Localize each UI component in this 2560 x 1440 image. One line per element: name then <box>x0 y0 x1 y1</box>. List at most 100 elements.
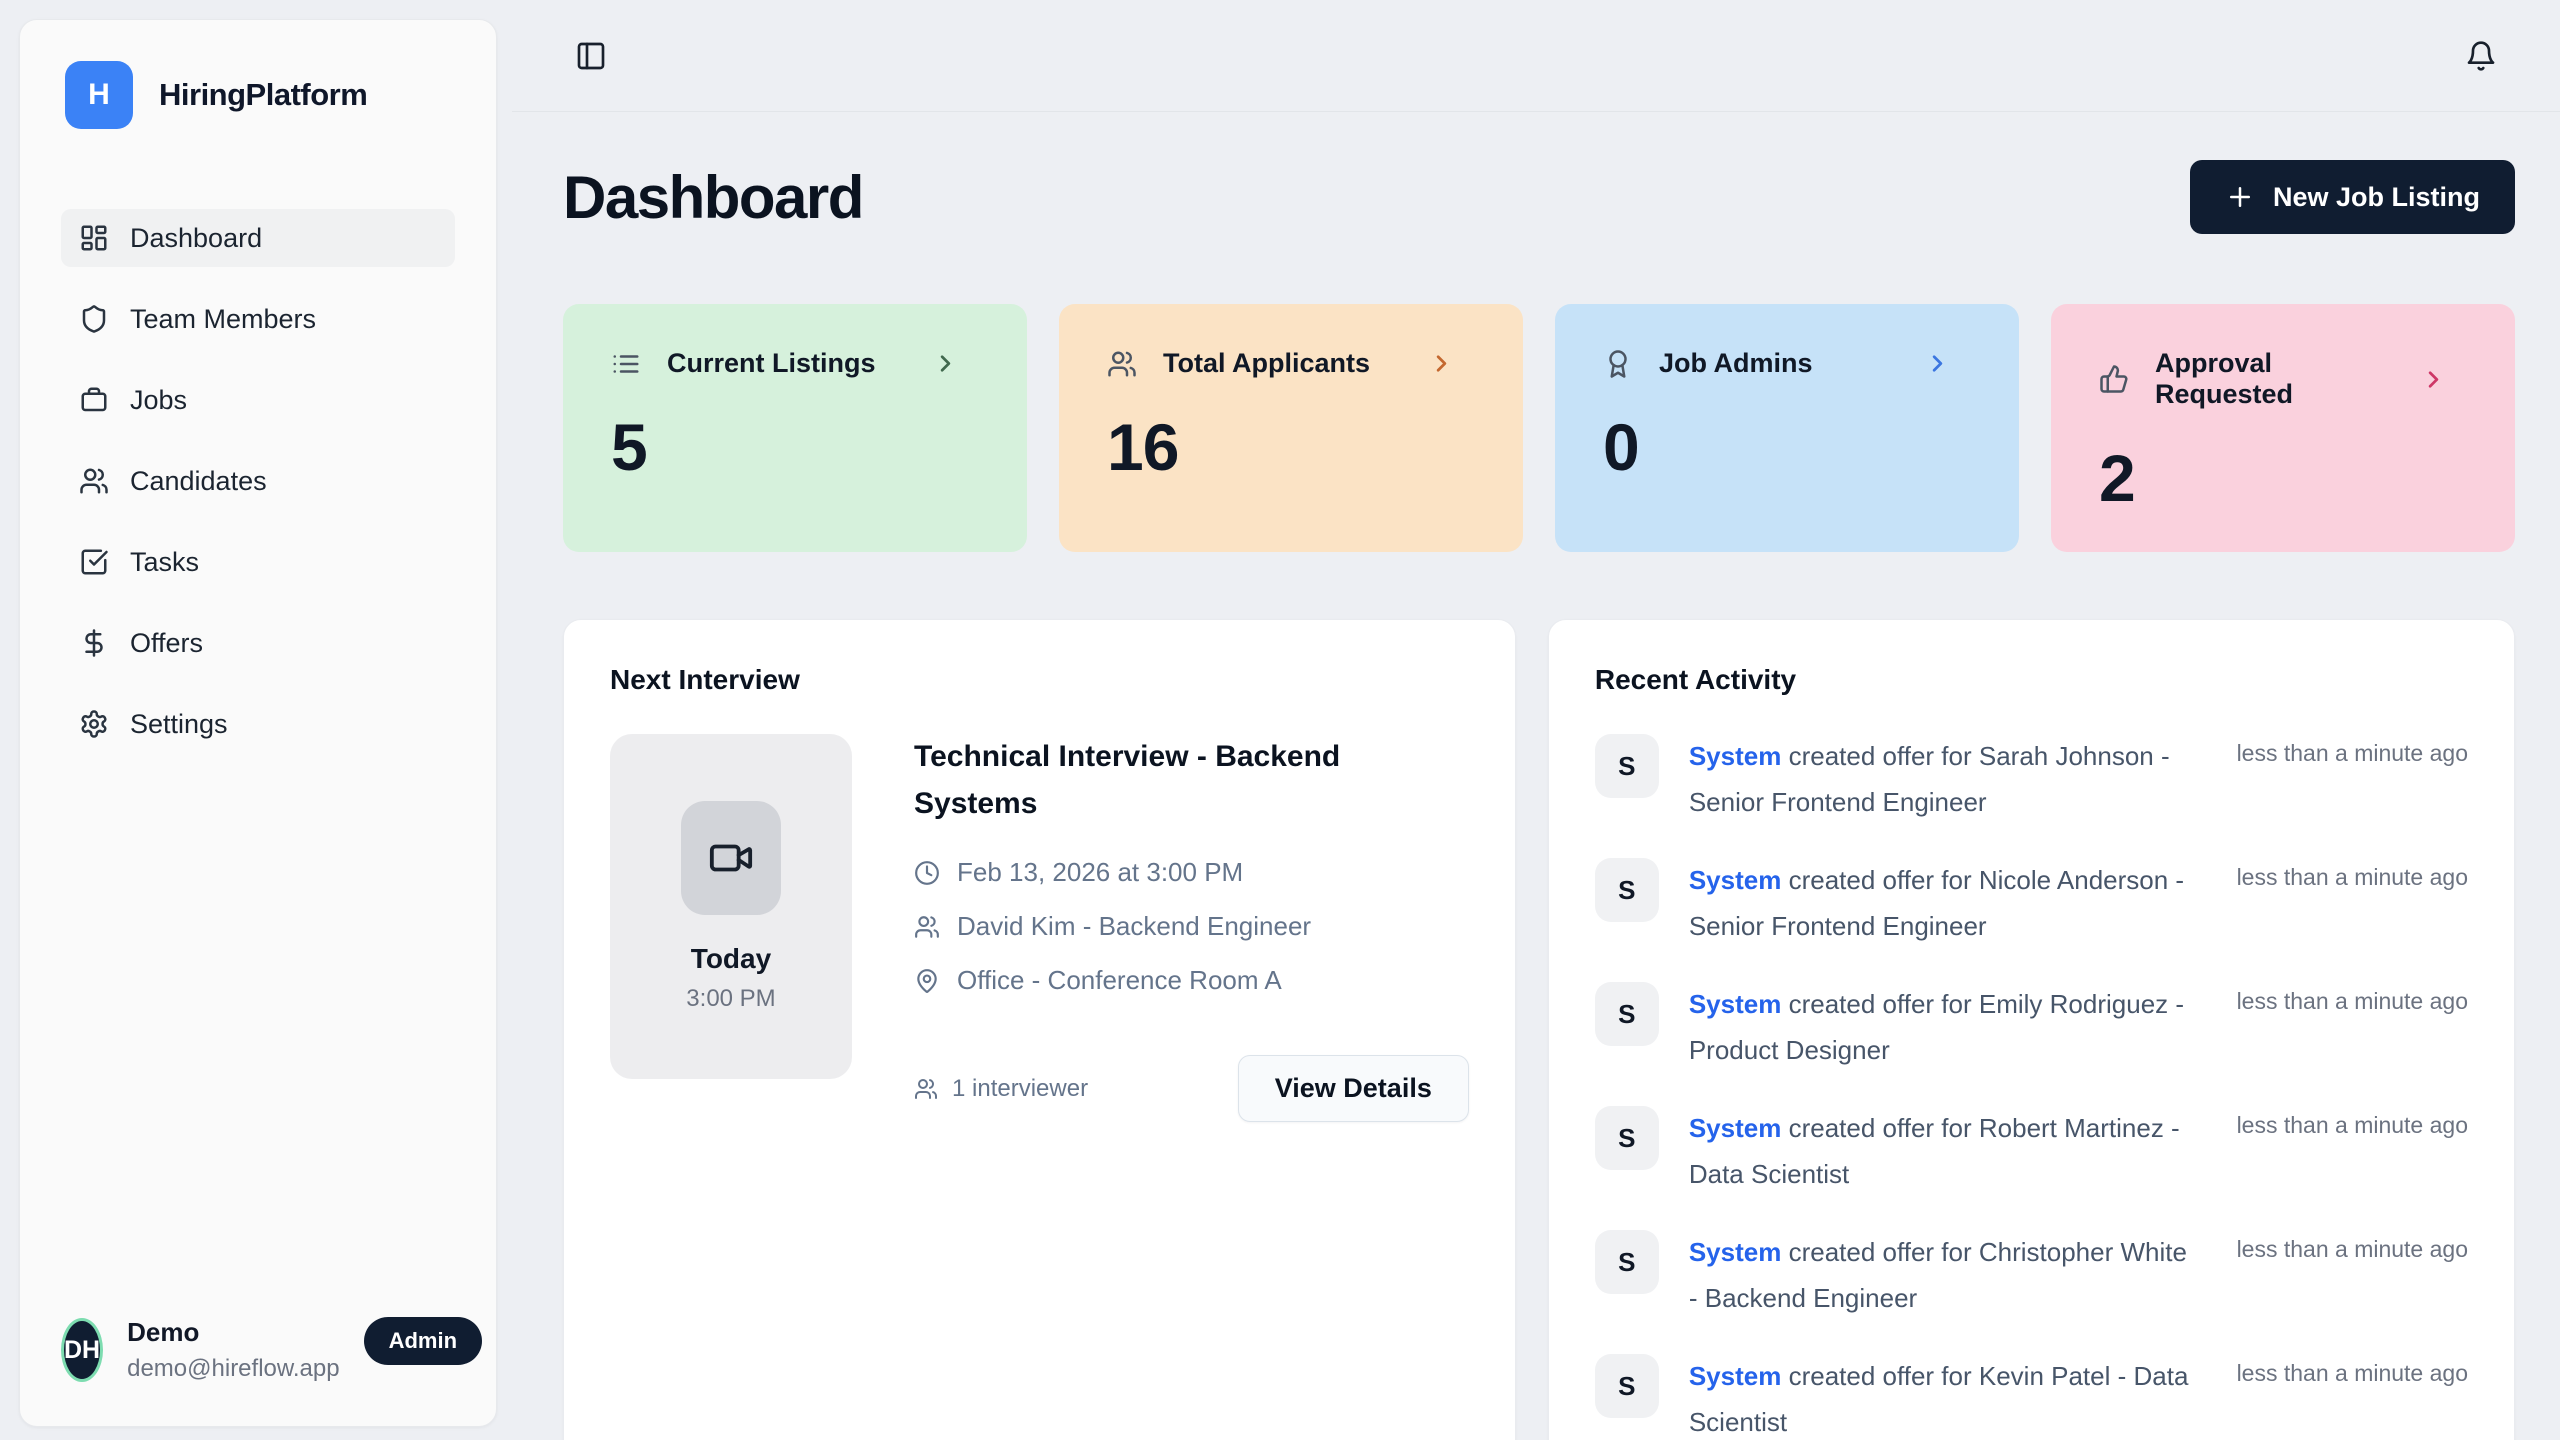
stat-card-job-admins[interactable]: Job Admins 0 <box>1555 304 2019 552</box>
interview-candidate: David Kim - Backend Engineer <box>957 911 1312 941</box>
user-profile: DH Demo demo@hireflow.app Admin <box>61 1317 483 1383</box>
role-badge: Admin <box>363 1317 483 1365</box>
stats-row: Current Listings 5 Total Applicants <box>563 304 2515 552</box>
activity-timestamp: less than a minute ago <box>2236 1360 2468 1386</box>
sidebar-item-candidates[interactable]: Candidates <box>61 452 455 510</box>
activity-action: created offer for Christopher White - Ba… <box>1688 1237 2187 1313</box>
activity-avatar: S <box>1594 734 1659 798</box>
users-icon <box>1107 349 1137 379</box>
sidebar-item-dashboard[interactable]: Dashboard <box>61 209 455 267</box>
map-pin-icon <box>914 968 940 994</box>
activity-actor: System <box>1688 1113 1782 1143</box>
interviewer-count: 1 interviewer <box>914 1075 1088 1103</box>
sidebar-item-label: Candidates <box>130 465 267 496</box>
sidebar-toggle-button[interactable] <box>575 40 607 72</box>
stat-value: 0 <box>1603 410 1640 484</box>
main-area: Dashboard New Job Listing Current Listin… <box>512 0 2560 1440</box>
stat-value: 5 <box>611 410 648 484</box>
interview-location: Office - Conference Room A <box>957 965 1282 995</box>
activity-item: S System created offer for Sarah Johnson… <box>1594 734 2468 825</box>
activity-item: S System created offer for Christopher W… <box>1594 1230 2468 1321</box>
stat-label: Approval Requested <box>2155 348 2294 409</box>
sidebar-item-tasks[interactable]: Tasks <box>61 533 455 591</box>
recent-activity-heading: Recent Activity <box>1594 664 1797 695</box>
activity-text: System created offer for Nicole Anderson… <box>1689 858 2199 949</box>
brand-name: HiringPlatform <box>159 77 368 112</box>
gear-icon <box>79 709 109 739</box>
activity-actor: System <box>1688 865 1782 895</box>
activity-text: System created offer for Sarah Johnson -… <box>1689 734 2199 825</box>
activity-timestamp: less than a minute ago <box>2236 1236 2468 1262</box>
activity-item: S System created offer for Nicole Anders… <box>1594 858 2468 949</box>
brand-logo: H <box>65 61 133 129</box>
stat-card-total-applicants[interactable]: Total Applicants 16 <box>1059 304 1523 552</box>
activity-timestamp: less than a minute ago <box>2236 864 2468 890</box>
interview-candidate-row: David Kim - Backend Engineer <box>914 911 1469 942</box>
recent-activity-panel: Recent Activity S System created offer f… <box>1547 619 2515 1440</box>
interview-date-tile: Today 3:00 PM <box>610 734 852 1079</box>
list-icon <box>611 349 641 379</box>
sidebar-item-jobs[interactable]: Jobs <box>61 371 455 429</box>
activity-avatar: S <box>1594 1230 1659 1294</box>
activity-actor: System <box>1688 1237 1782 1267</box>
sidebar-item-label: Tasks <box>130 546 200 577</box>
avatar: DH <box>61 1318 104 1382</box>
square-check-icon <box>79 547 109 577</box>
user-email: demo@hireflow.app <box>127 1355 340 1382</box>
interview-datetime: Feb 13, 2026 at 3:00 PM <box>957 857 1244 887</box>
activity-actor: System <box>1688 741 1782 771</box>
activity-timestamp: less than a minute ago <box>2236 988 2468 1014</box>
chevron-right-icon <box>1924 350 1951 377</box>
topbar <box>512 0 2560 112</box>
stat-value: 2 <box>2099 441 2136 515</box>
sidebar-item-settings[interactable]: Settings <box>61 695 455 753</box>
panel-left-icon <box>575 40 607 72</box>
activity-actor: System <box>1688 989 1782 1019</box>
stat-card-approval-requested[interactable]: Approval Requested 2 <box>2051 304 2515 552</box>
interview-time: 3:00 PM <box>686 984 776 1012</box>
activity-item: S System created offer for Emily Rodrigu… <box>1594 982 2468 1073</box>
award-icon <box>1603 349 1633 379</box>
sidebar-nav: Dashboard Team Members Jobs Candidates <box>61 209 455 776</box>
interview-datetime-row: Feb 13, 2026 at 3:00 PM <box>914 857 1469 888</box>
activity-avatar: S <box>1594 982 1659 1046</box>
sidebar-item-label: Offers <box>130 627 204 658</box>
activity-timestamp: less than a minute ago <box>2236 1112 2468 1138</box>
shield-icon <box>79 304 109 334</box>
notifications-button[interactable] <box>2465 40 2497 72</box>
activity-action: created offer for Sarah Johnson - Senior… <box>1688 741 2170 817</box>
activity-item: S System created offer for Robert Martin… <box>1594 1106 2468 1197</box>
sidebar-item-offers[interactable]: Offers <box>61 614 455 672</box>
stat-label: Job Admins <box>1659 348 1813 378</box>
new-job-listing-label: New Job Listing <box>2272 181 2480 212</box>
dollar-icon <box>79 628 109 658</box>
dashboard-icon <box>79 223 109 253</box>
chevron-right-icon <box>932 350 959 377</box>
activity-text: System created offer for Kevin Patel - D… <box>1689 1354 2199 1440</box>
activity-action: created offer for Nicole Anderson - Seni… <box>1688 865 2185 941</box>
activity-text: System created offer for Robert Martinez… <box>1689 1106 2199 1197</box>
activity-text: System created offer for Emily Rodriguez… <box>1689 982 2199 1073</box>
bell-icon <box>2465 40 2497 72</box>
content: Dashboard New Job Listing Current Listin… <box>512 112 2560 1440</box>
sidebar-item-label: Team Members <box>130 303 317 334</box>
clock-icon <box>914 860 940 886</box>
new-job-listing-button[interactable]: New Job Listing <box>2189 160 2515 234</box>
sidebar-item-team-members[interactable]: Team Members <box>61 290 455 348</box>
stat-label: Current Listings <box>667 348 876 378</box>
users-icon <box>79 466 109 496</box>
activity-timestamp: less than a minute ago <box>2236 740 2468 766</box>
plus-icon <box>2225 182 2255 212</box>
sidebar-item-label: Jobs <box>130 384 188 415</box>
interview-day: Today <box>690 942 772 974</box>
chevron-right-icon <box>1428 350 1455 377</box>
view-details-button[interactable]: View Details <box>1237 1055 1469 1122</box>
chevron-right-icon <box>2420 366 2447 393</box>
activity-text: System created offer for Christopher Whi… <box>1689 1230 2199 1321</box>
activity-action: created offer for Kevin Patel - Data Sci… <box>1688 1361 2189 1437</box>
stat-label: Total Applicants <box>1163 348 1371 378</box>
thumbs-up-icon <box>2099 364 2129 394</box>
next-interview-panel: Next Interview Today 3:00 PM Technical I… <box>563 619 1516 1440</box>
video-icon <box>681 800 781 915</box>
stat-card-current-listings[interactable]: Current Listings 5 <box>563 304 1027 552</box>
